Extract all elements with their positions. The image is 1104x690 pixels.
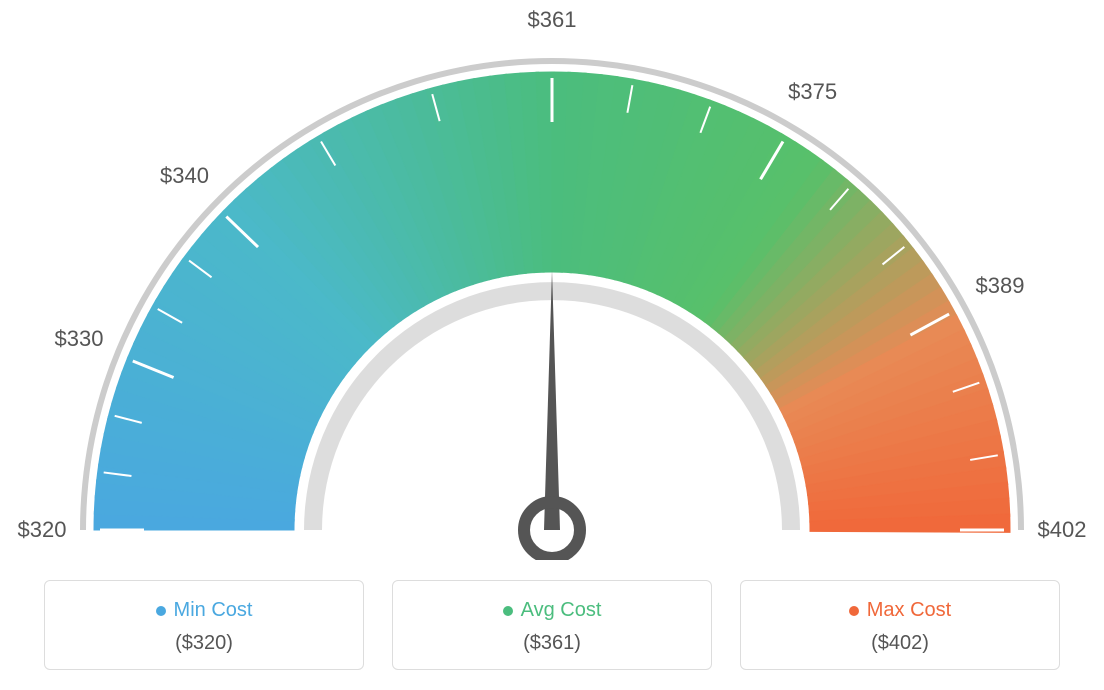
legend-label-avg: Avg Cost	[521, 599, 602, 622]
tick-label: $340	[160, 163, 209, 189]
tick-label: $402	[1038, 517, 1087, 543]
legend-title-min: Min Cost	[156, 599, 253, 622]
legend-title-max: Max Cost	[849, 599, 951, 622]
tick-label: $361	[528, 7, 577, 33]
gauge-svg	[0, 0, 1104, 560]
legend-row: Min Cost ($320) Avg Cost ($361) Max Cost…	[0, 580, 1104, 670]
tick-label: $320	[18, 517, 67, 543]
tick-label: $375	[788, 79, 837, 105]
legend-box-avg: Avg Cost ($361)	[392, 580, 712, 670]
legend-value-min: ($320)	[45, 632, 363, 655]
legend-dot-max	[849, 606, 859, 616]
legend-label-min: Min Cost	[174, 599, 253, 622]
tick-label: $389	[976, 273, 1025, 299]
legend-box-min: Min Cost ($320)	[44, 580, 364, 670]
legend-value-avg: ($361)	[393, 632, 711, 655]
legend-value-max: ($402)	[741, 632, 1059, 655]
legend-label-max: Max Cost	[867, 599, 951, 622]
legend-box-max: Max Cost ($402)	[740, 580, 1060, 670]
gauge-container: $320 $330 $340 $361 $375 $389 $402	[0, 0, 1104, 560]
legend-dot-avg	[503, 606, 513, 616]
tick-label: $330	[54, 326, 103, 352]
legend-dot-min	[156, 606, 166, 616]
legend-title-avg: Avg Cost	[503, 599, 602, 622]
